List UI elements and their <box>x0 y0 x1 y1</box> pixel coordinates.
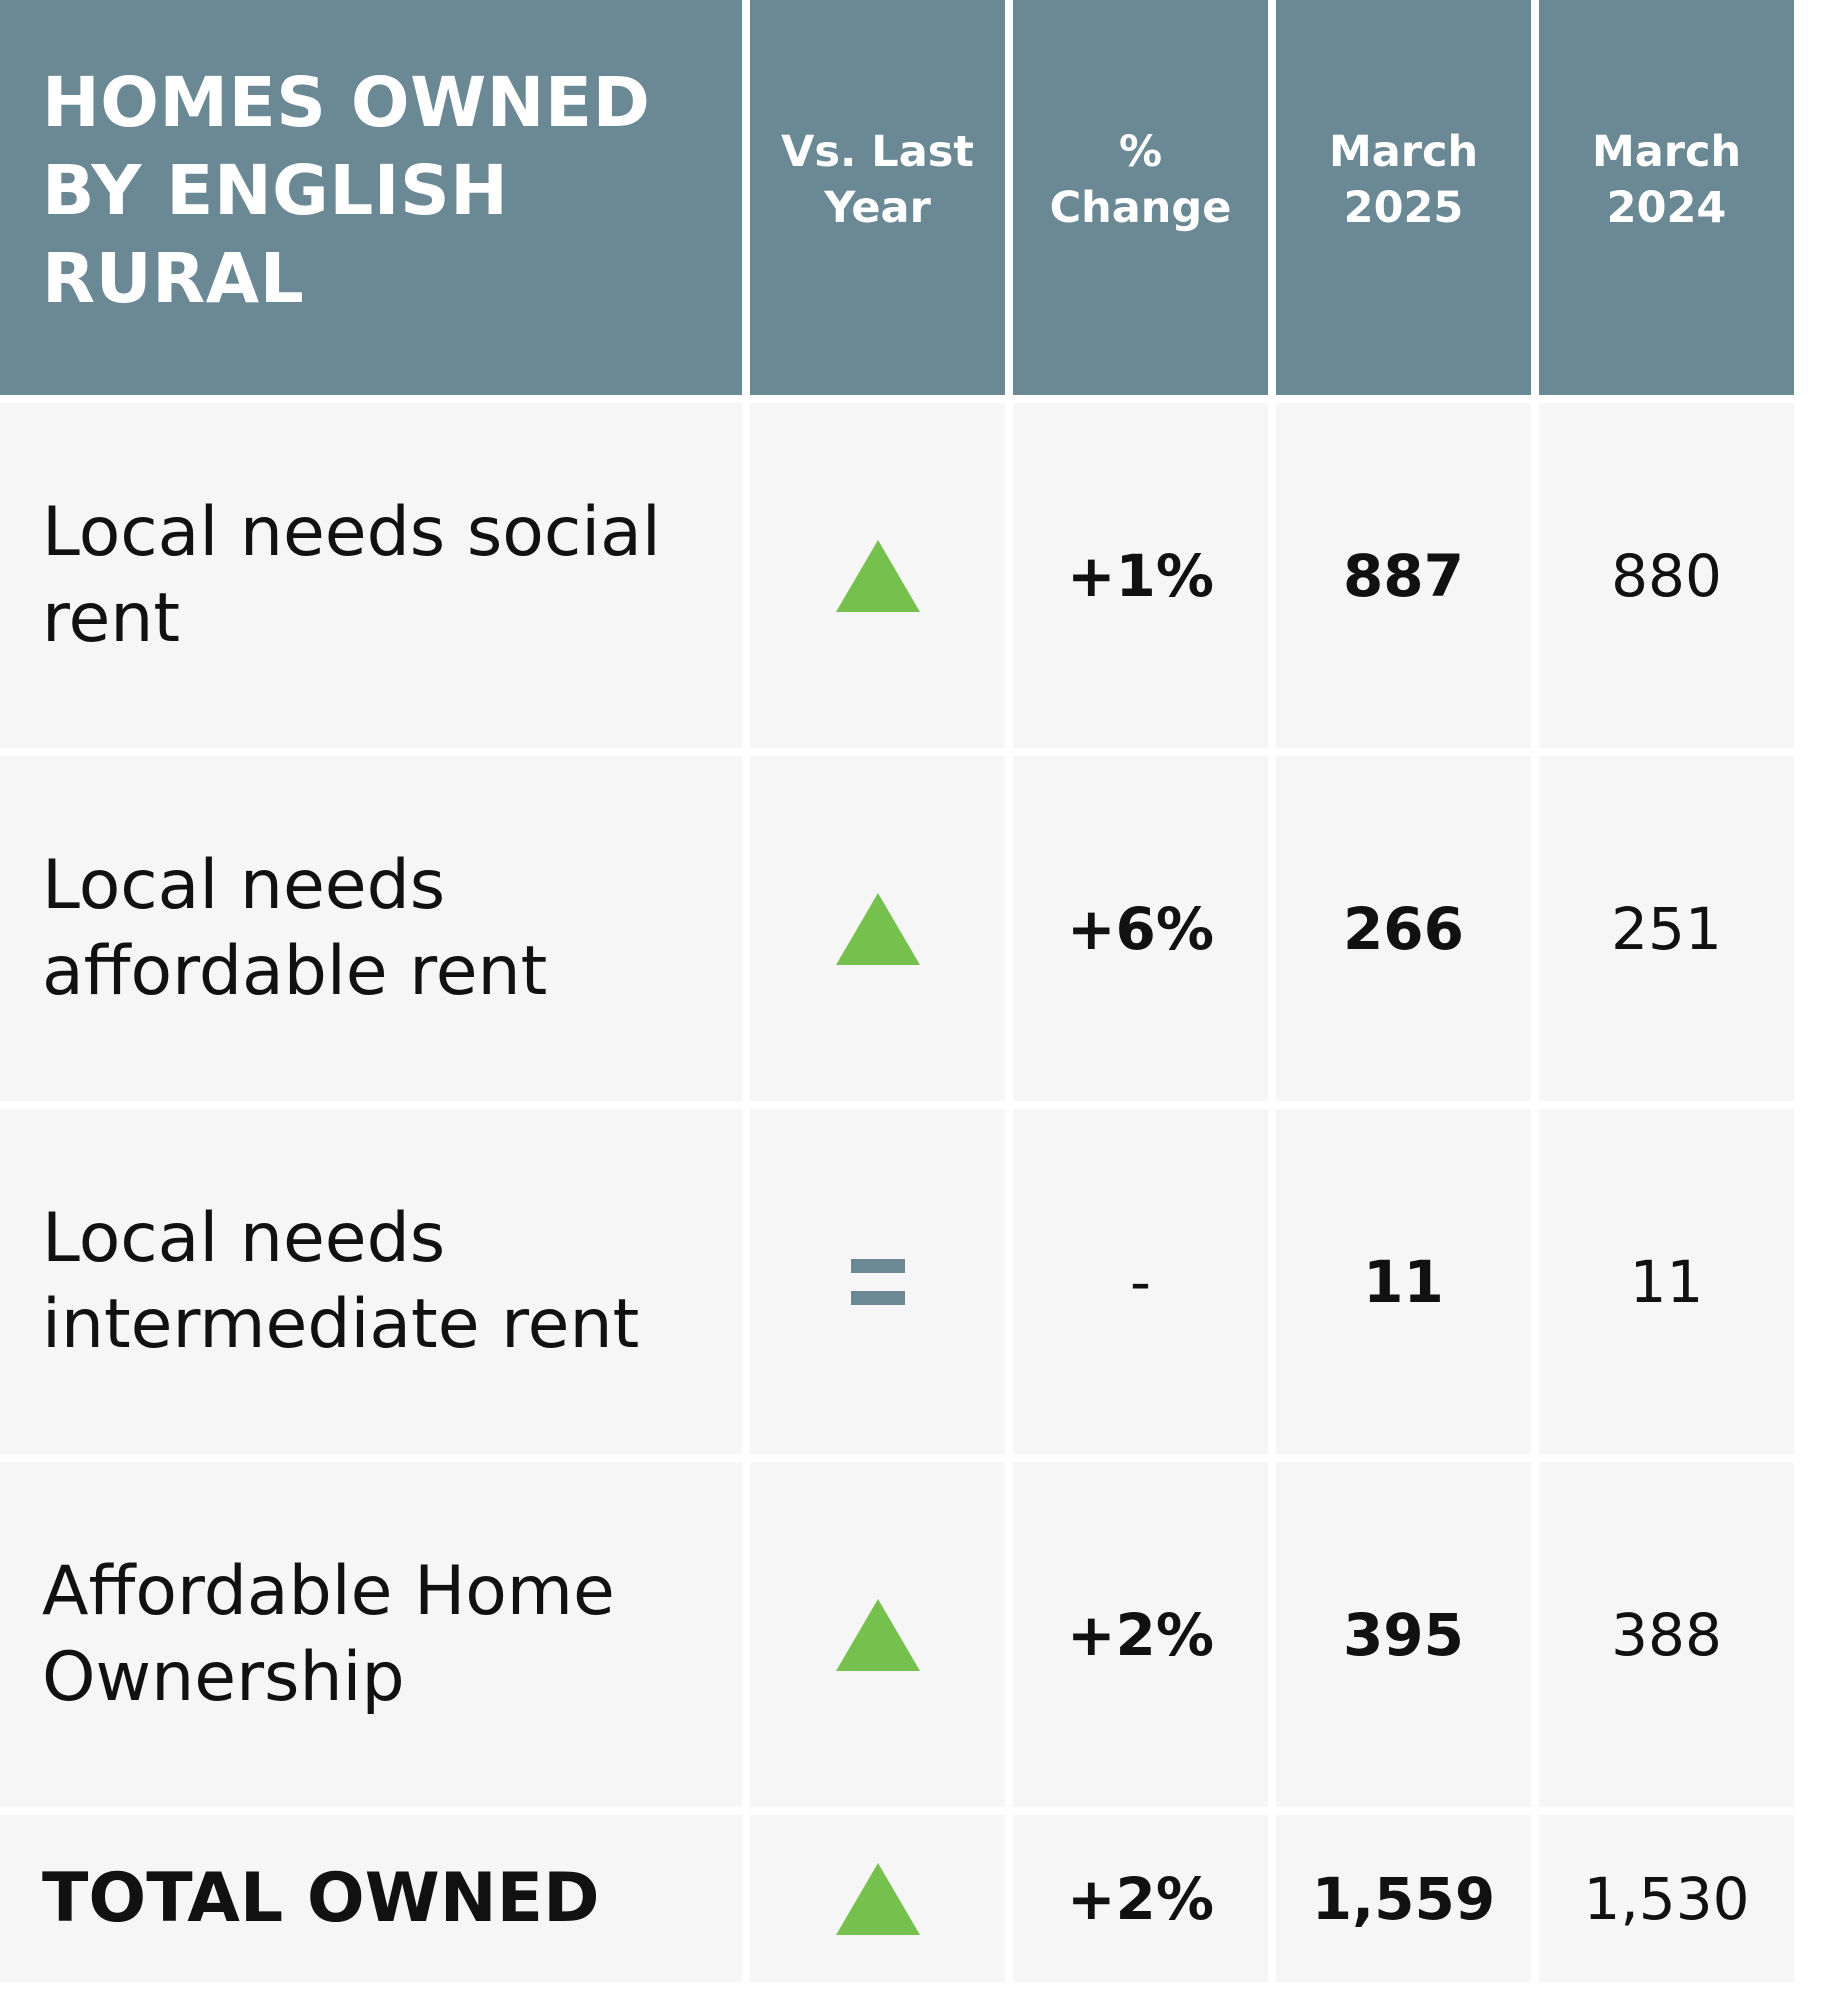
table-grid: HOMES OWNED BY ENGLISH RURAL Vs. Last Ye… <box>0 0 1794 1982</box>
total-march-2025-cell: 1,559 <box>1276 1815 1531 1982</box>
march-2025-cell: 266 <box>1276 756 1531 1101</box>
row-label-cell: Local needs social rent <box>0 403 742 748</box>
march-2025-cell: 395 <box>1276 1462 1531 1807</box>
header-label: March 2024 <box>1591 126 1742 233</box>
equals-icon <box>850 1258 905 1305</box>
march-2024-cell: 251 <box>1539 756 1794 1101</box>
table-title: HOMES OWNED BY ENGLISH RURAL <box>42 62 651 319</box>
march-2024-cell: 11 <box>1539 1109 1794 1454</box>
header-march-2024: March 2024 <box>1539 0 1794 395</box>
row-label: Affordable Home Ownership <box>42 1551 615 1717</box>
pct-change-cell: +2% <box>1013 1462 1268 1807</box>
march-2025-cell: 11 <box>1276 1109 1531 1454</box>
march-2025-cell: 887 <box>1276 403 1531 748</box>
header-label: % Change <box>1049 126 1232 233</box>
header-label: March 2025 <box>1328 126 1479 233</box>
trend-cell <box>750 1462 1005 1807</box>
trend-cell <box>750 756 1005 1101</box>
header-pct-change: % Change <box>1013 0 1268 395</box>
trend-cell <box>750 403 1005 748</box>
row-label-cell: Affordable Home Ownership <box>0 1462 742 1807</box>
header-vs-last-year: Vs. Last Year <box>750 0 1005 395</box>
pct-change-cell: +1% <box>1013 403 1268 748</box>
march-2024-cell: 880 <box>1539 403 1794 748</box>
trend-cell <box>750 1815 1005 1982</box>
row-label-cell: Local needs affordable rent <box>0 756 742 1101</box>
table-title-cell: HOMES OWNED BY ENGLISH RURAL <box>0 0 742 395</box>
total-label-cell: TOTAL OWNED <box>0 1815 742 1982</box>
up-triangle-icon <box>835 892 920 965</box>
up-triangle-icon <box>835 1598 920 1671</box>
row-label-cell: Local needs intermediate rent <box>0 1109 742 1454</box>
trend-cell <box>750 1109 1005 1454</box>
up-triangle-icon <box>835 539 920 612</box>
row-label: Local needs intermediate rent <box>42 1198 640 1364</box>
header-march-2025: March 2025 <box>1276 0 1531 395</box>
row-label: Local needs affordable rent <box>42 845 548 1011</box>
row-label: Local needs social rent <box>42 492 661 658</box>
header-label: Vs. Last Year <box>781 126 974 233</box>
total-label: TOTAL OWNED <box>42 1858 600 1938</box>
march-2024-cell: 388 <box>1539 1462 1794 1807</box>
total-march-2024-cell: 1,530 <box>1539 1815 1794 1982</box>
total-pct-change-cell: +2% <box>1013 1815 1268 1982</box>
pct-change-cell: +6% <box>1013 756 1268 1101</box>
pct-change-cell: - <box>1013 1109 1268 1454</box>
up-triangle-icon <box>835 1862 920 1935</box>
